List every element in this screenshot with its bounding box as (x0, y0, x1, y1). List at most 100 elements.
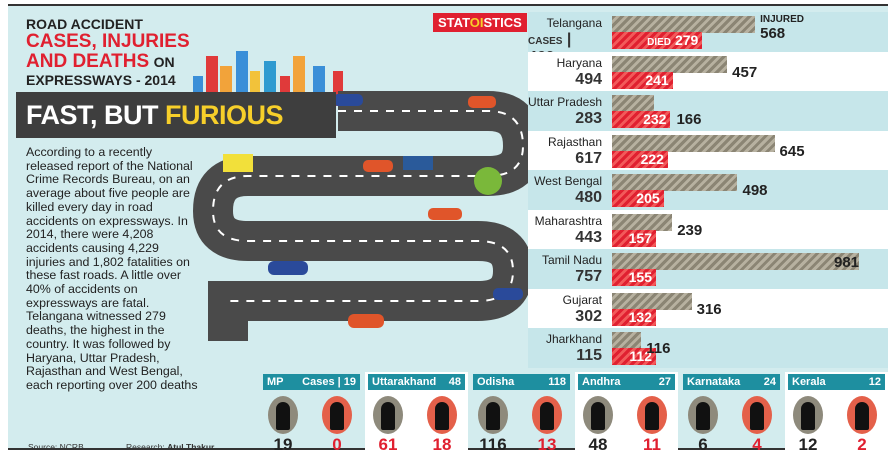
died-bar: 157 (612, 229, 656, 247)
state-card: Uttarakhand 48 61 18 (365, 372, 468, 454)
died-bar: 232 (612, 111, 671, 128)
injured-value: 645 (779, 142, 805, 160)
dead-person-icon (742, 396, 772, 434)
state-card-header: Karnataka 24 (683, 374, 780, 390)
dead-person-icon (427, 396, 457, 434)
injured-bar (612, 253, 860, 270)
state-card-header: Odisha 118 (473, 374, 570, 390)
died-count: 4 (752, 435, 762, 454)
research-credit: Research: Atul Thakur (126, 442, 215, 452)
injured-bar (612, 16, 756, 33)
state-card: Andhra 27 48 11 (575, 372, 678, 454)
injured-person-icon (268, 396, 298, 434)
title-highlight: AND DEATHS (26, 51, 150, 72)
injured-bar (612, 213, 673, 231)
died-bar: 112 (612, 348, 656, 365)
cases-value: 283 (575, 110, 602, 127)
injured-person-icon (793, 396, 823, 434)
state-label: Uttar Pradesh (527, 95, 602, 109)
source-credit: Source: NCRB (28, 442, 84, 452)
dead-person-icon (847, 396, 877, 434)
cases-value: 617 (575, 149, 602, 167)
chart-row: Rajasthan 617 222 645 (528, 130, 888, 171)
injured-value: 116 (646, 340, 671, 357)
injured-person-icon (688, 396, 718, 434)
injured-bar (612, 134, 775, 152)
injured-bar (612, 95, 654, 112)
injured-person-icon (373, 396, 403, 434)
state-label: Maharashtra (534, 213, 602, 228)
state-card-header: Andhra 27 (578, 374, 675, 390)
injured-count: 19 (273, 435, 293, 454)
cases-value: 115 (576, 347, 602, 364)
title-highlight: CASES, INJURIES (26, 31, 190, 52)
injured-value: 316 (696, 300, 722, 318)
injured-value: 166 (676, 111, 702, 128)
injured-count: 6 (698, 435, 708, 454)
chart-row: Gujarat 302 132 316 (528, 288, 888, 329)
chart-row: Jharkhand 115 112 116 (528, 328, 888, 368)
died-bar: 241 (612, 71, 673, 89)
state-label: Telangana (546, 16, 602, 30)
state-card: Karnataka 24 6 4 (680, 372, 783, 454)
injured-value: 981 (834, 254, 860, 271)
state-label: Haryana (556, 55, 602, 70)
state-label: Gujarat (562, 292, 602, 307)
banner: FAST, BUT FURIOUS (16, 92, 336, 138)
chart-row: Maharashtra 443 157 239 (528, 209, 888, 250)
state-card: Kerala 12 12 2 (785, 372, 888, 454)
injured-count: 12 (798, 435, 818, 454)
cases-value: 757 (575, 268, 602, 285)
state-card: MP Cases | 19 19 0 (260, 372, 363, 454)
state-card-header: MP Cases | 19 (263, 374, 360, 390)
died-bar: DIED 279 (612, 32, 703, 49)
banner-text: FAST, BUT (26, 100, 159, 130)
injured-person-icon (478, 396, 508, 434)
chart-row: Tamil Nadu 757 155 981 (528, 249, 888, 289)
state-label: Rajasthan (547, 134, 602, 149)
injured-bar (612, 55, 728, 73)
died-bar: 132 (612, 308, 656, 326)
small-states-panel: MP Cases | 19 19 0 Uttarakhand 48 61 18 Odis… (260, 372, 890, 454)
died-count: 13 (537, 435, 557, 454)
chart-row: West Bengal 480 205 498 (528, 170, 888, 210)
description-text: According to a recently released report … (26, 145, 198, 392)
injured-value: INJURED 568 (760, 14, 805, 42)
state-card: Odisha 118 116 13 (470, 372, 573, 454)
state-label: Tamil Nadu (541, 253, 602, 267)
title-line: EXPRESSWAYS - 2014 (26, 72, 176, 88)
died-count: 18 (432, 435, 452, 454)
title-line: ON (153, 54, 175, 70)
state-label: West Bengal (534, 174, 602, 188)
died-bar: 205 (612, 190, 664, 207)
died-count: 0 (332, 435, 342, 454)
injured-bar (612, 174, 738, 191)
injured-count: 61 (378, 435, 398, 454)
injured-count: 48 (588, 435, 608, 454)
cases-value: 302 (575, 307, 602, 325)
banner-highlight: FURIOUS (165, 100, 284, 130)
infographic: ROAD ACCIDENT CASES, INJURIES AND DEATHS… (8, 4, 888, 454)
injured-value: 457 (732, 63, 758, 81)
injured-bar (612, 332, 642, 349)
injured-count: 116 (479, 435, 507, 454)
road-illustration (192, 51, 528, 341)
dead-person-icon (637, 396, 667, 434)
chart-row: Haryana 494 241 457 (528, 51, 888, 92)
injured-bar (612, 292, 692, 310)
state-card-header: Kerala 12 (788, 374, 885, 390)
title: ROAD ACCIDENT CASES, INJURIES AND DEATHS… (26, 16, 190, 88)
dead-person-icon (322, 396, 352, 434)
dead-person-icon (532, 396, 562, 434)
chart-row: Uttar Pradesh 283 232 166 (528, 91, 888, 131)
died-count: 2 (857, 435, 867, 454)
injured-person-icon (583, 396, 613, 434)
state-label: Jharkhand (545, 332, 602, 346)
statoistics-logo: STATOISTICS (433, 13, 527, 32)
cases-value: 443 (575, 228, 602, 246)
title-line: ROAD ACCIDENT (26, 16, 143, 32)
injured-value: 498 (742, 182, 768, 199)
injured-value: 239 (677, 221, 703, 239)
